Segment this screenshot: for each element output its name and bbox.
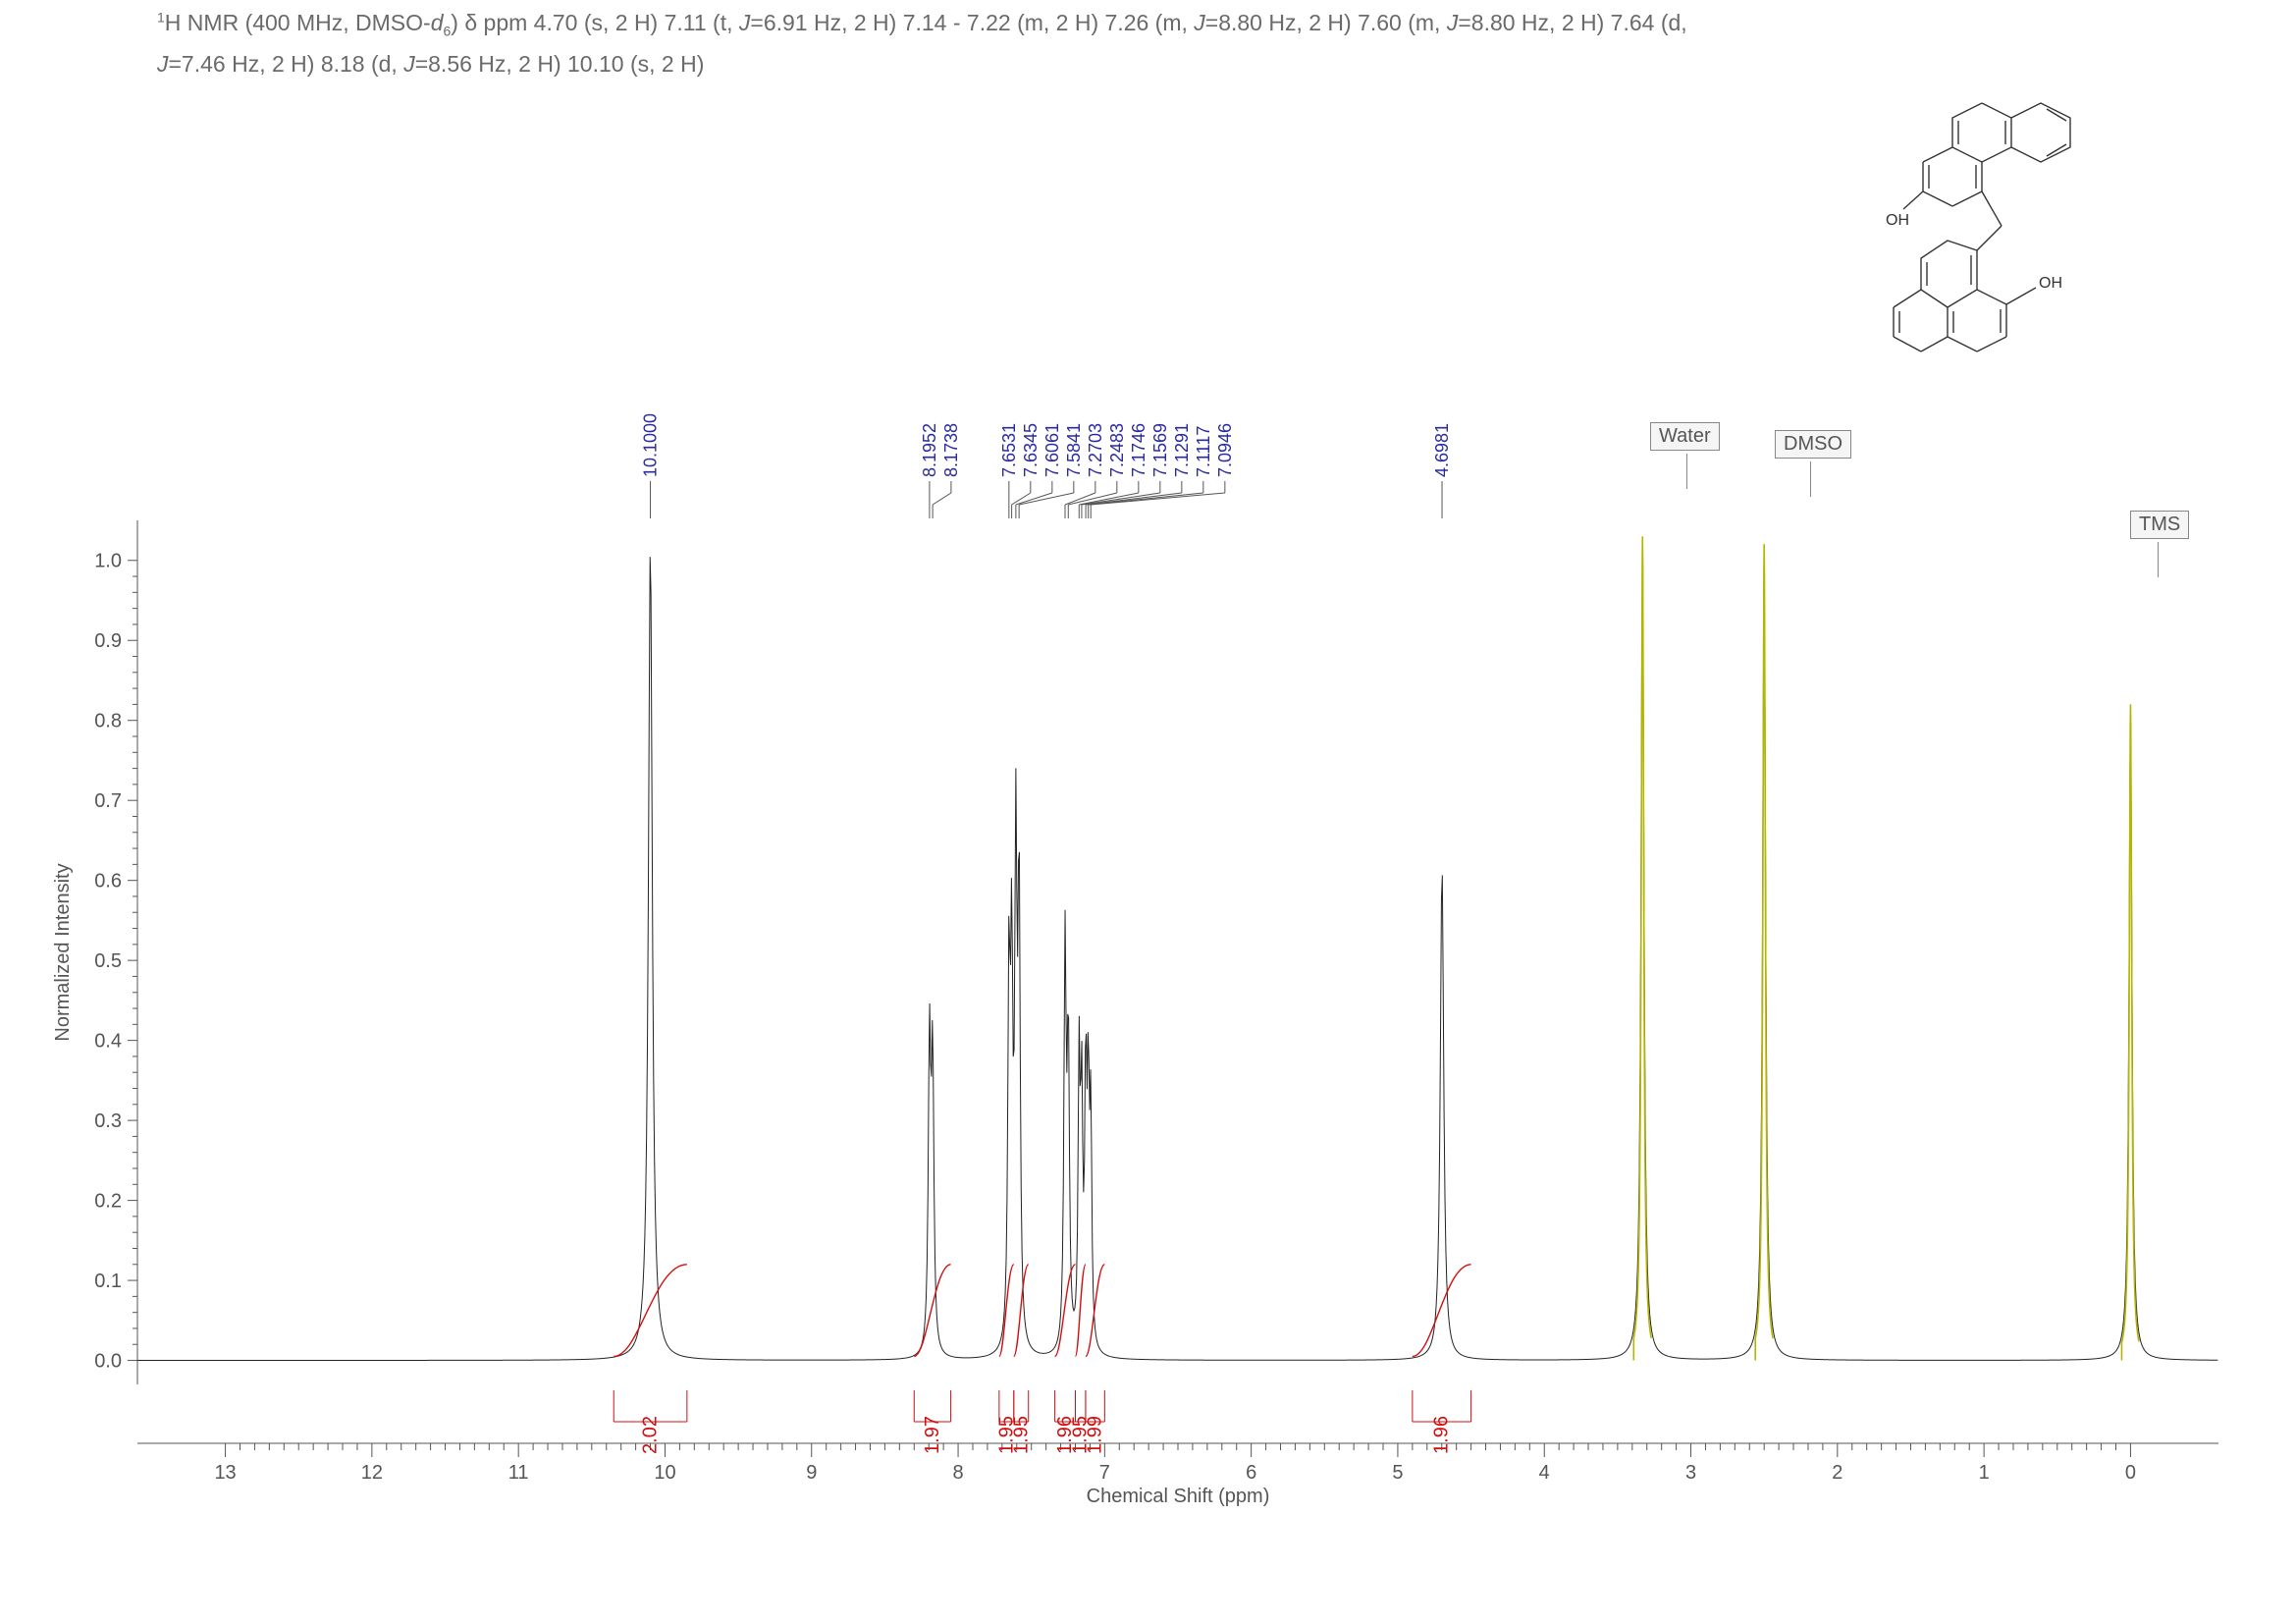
svg-text:4.6981: 4.6981: [1432, 423, 1452, 477]
svg-text:0.3: 0.3: [94, 1110, 122, 1132]
svg-text:7.0946: 7.0946: [1215, 423, 1235, 477]
svg-text:7.2483: 7.2483: [1107, 423, 1127, 477]
svg-text:7.1569: 7.1569: [1150, 423, 1170, 477]
svg-text:7.5841: 7.5841: [1064, 423, 1084, 477]
svg-text:0.9: 0.9: [94, 630, 122, 652]
svg-text:1.97: 1.97: [922, 1416, 943, 1454]
svg-text:0: 0: [2125, 1462, 2136, 1484]
oh-label-1: OH: [1886, 212, 1909, 229]
svg-text:0.7: 0.7: [94, 790, 122, 812]
svg-text:8.1738: 8.1738: [941, 423, 961, 477]
svg-text:7: 7: [1099, 1462, 1110, 1484]
svg-text:7.6061: 7.6061: [1042, 423, 1062, 477]
svg-text:9: 9: [806, 1462, 817, 1484]
svg-text:11: 11: [508, 1462, 529, 1484]
svg-text:0.6: 0.6: [94, 871, 122, 893]
svg-text:7.2703: 7.2703: [1086, 423, 1105, 477]
svg-text:0.5: 0.5: [94, 950, 122, 972]
svg-text:Chemical Shift (ppm): Chemical Shift (ppm): [1087, 1486, 1270, 1507]
header-line-1: 1H NMR (400 MHz, DMSO-d6) δ ppm 4.70 (s,…: [157, 10, 1687, 35]
svg-text:10: 10: [654, 1462, 675, 1484]
svg-text:13: 13: [214, 1462, 236, 1484]
svg-text:6: 6: [1246, 1462, 1256, 1484]
oh-label-2: OH: [2039, 275, 2062, 292]
svg-text:4: 4: [1539, 1462, 1550, 1484]
svg-text:1.96: 1.96: [1431, 1416, 1453, 1454]
header-line-2: J=7.46 Hz, 2 H) 8.18 (d, J=8.56 Hz, 2 H)…: [157, 51, 704, 77]
svg-text:7.1117: 7.1117: [1194, 426, 1213, 477]
svg-text:8.1952: 8.1952: [920, 423, 939, 477]
svg-text:0.8: 0.8: [94, 711, 122, 732]
svg-text:0.2: 0.2: [94, 1191, 122, 1213]
nmr-spectrum: 0.0 0.1 0.2 0.3 0.4 0.5 0.6 0.7 0.8 0.9 1.0 Normali…: [39, 373, 2258, 1551]
svg-text:3: 3: [1685, 1462, 1696, 1484]
svg-text:1: 1: [1979, 1462, 1990, 1484]
svg-text:1.99: 1.99: [1085, 1416, 1106, 1454]
header-text: 1H NMR (400 MHz, DMSO-d6) δ ppm 4.70 (s,…: [157, 0, 2022, 81]
svg-text:7.1291: 7.1291: [1172, 423, 1192, 477]
svg-text:0.1: 0.1: [94, 1271, 122, 1292]
svg-text:2: 2: [1832, 1462, 1842, 1484]
svg-text:12: 12: [361, 1462, 383, 1484]
svg-text:1.95: 1.95: [1010, 1416, 1032, 1454]
svg-text:5: 5: [1392, 1462, 1403, 1484]
structure-drawing: OH OH: [1864, 93, 2119, 407]
svg-text:2.02: 2.02: [640, 1416, 662, 1454]
svg-text:7.1746: 7.1746: [1129, 423, 1148, 477]
nmr-page: 1H NMR (400 MHz, DMSO-d6) δ ppm 4.70 (s,…: [0, 0, 2296, 1623]
svg-text:1.0: 1.0: [94, 551, 122, 572]
svg-text:Normalized Intensity: Normalized Intensity: [52, 863, 74, 1041]
svg-text:0.4: 0.4: [94, 1031, 122, 1053]
svg-text:7.6531: 7.6531: [999, 423, 1019, 477]
svg-text:8: 8: [952, 1462, 963, 1484]
svg-text:0.0: 0.0: [94, 1351, 122, 1373]
svg-text:7.6345: 7.6345: [1021, 423, 1041, 477]
svg-text:10.1000: 10.1000: [641, 413, 661, 477]
